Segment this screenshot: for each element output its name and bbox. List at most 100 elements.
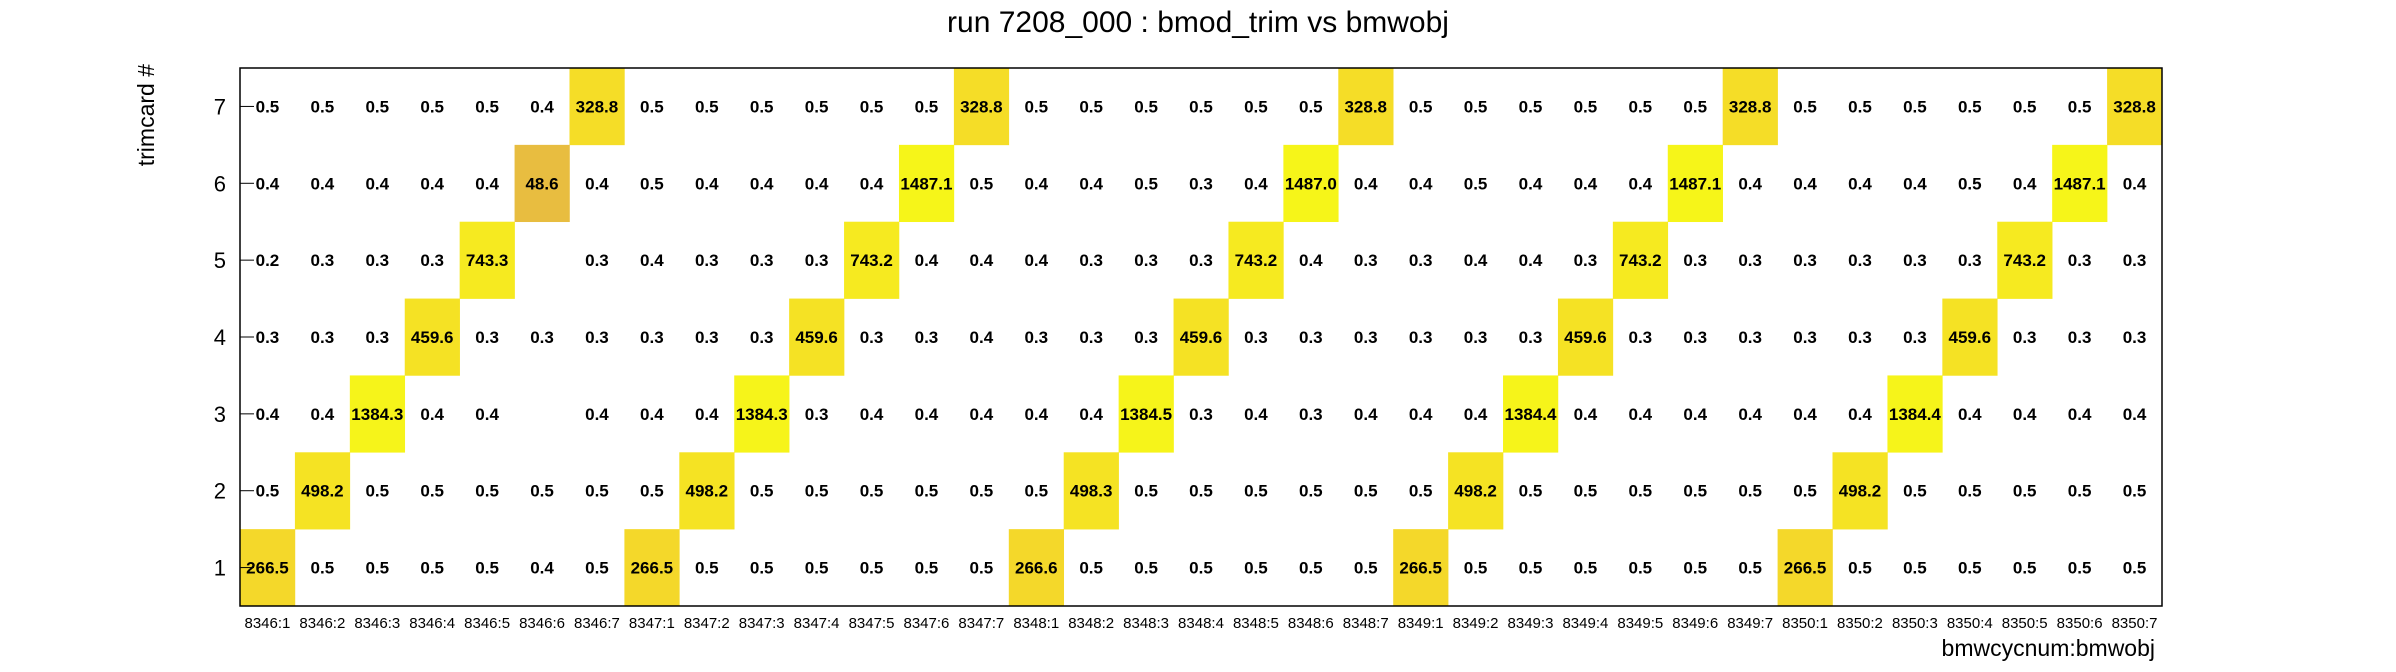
cell-value-label: 0.5 xyxy=(1958,174,1982,193)
cell-value-label: 0.4 xyxy=(1738,405,1762,424)
heatmap-cell xyxy=(2052,144,2108,223)
heatmap-cell xyxy=(404,298,460,376)
cell-labels-layer: 0.5 0.5 0.5 0.5 0.5 0.4 328.8 0.5 0.5 0.5 0.5 0.5 0.… xyxy=(246,97,2156,577)
cell-value-label: 0.5 xyxy=(475,482,499,501)
cell-value-label: 0.3 xyxy=(695,328,719,347)
heatmap-cell xyxy=(1283,144,1339,223)
cell-value-label: 0.4 xyxy=(2013,405,2037,424)
cell-value-label: 0.5 xyxy=(1519,559,1543,578)
heatmap-cell xyxy=(459,221,515,299)
cell-value-label: 743.2 xyxy=(1235,251,1278,270)
cell-value-label: 0.3 xyxy=(530,328,554,347)
cell-value-label: 0.4 xyxy=(915,251,939,270)
cell-value-label: 0.4 xyxy=(1024,251,1048,270)
heatmap-cell xyxy=(953,68,1010,146)
cell-value-label: 0.4 xyxy=(1244,174,1268,193)
heatmap-cell xyxy=(898,144,955,223)
x-tick-label: 8346:3 xyxy=(354,615,400,632)
cell-value-label: 0.4 xyxy=(1024,174,1048,193)
cell-value-label: 0.5 xyxy=(1354,482,1378,501)
cell-value-label: 459.6 xyxy=(795,328,838,347)
cell-value-label: 0.4 xyxy=(1079,174,1103,193)
cell-value-label: 0.5 xyxy=(1519,97,1543,116)
x-tick-label: 8346:2 xyxy=(299,615,345,632)
cell-value-label: 0.3 xyxy=(1464,328,1488,347)
x-tick-label: 8348:3 xyxy=(1123,615,1169,632)
cell-value-label: 0.5 xyxy=(1134,482,1158,501)
cell-value-label: 0.5 xyxy=(1683,97,1707,116)
cell-value-label: 0.5 xyxy=(1024,482,1048,501)
cell-value-label: 0.3 xyxy=(311,328,335,347)
cell-value-label: 498.2 xyxy=(1839,482,1882,501)
cell-value-label: 0.4 xyxy=(530,559,554,578)
cell-value-label: 328.8 xyxy=(1729,97,1772,116)
cell-value-label: 0.3 xyxy=(256,328,280,347)
cell-value-label: 1487.1 xyxy=(900,174,952,193)
cell-value-label: 0.3 xyxy=(1628,328,1652,347)
cell-value-label: 0.3 xyxy=(1299,328,1323,347)
cell-value-label: 0.4 xyxy=(970,328,994,347)
cell-value-label: 0.3 xyxy=(1793,251,1817,270)
x-tick-label: 8350:7 xyxy=(2112,615,2158,632)
cell-value-label: 0.4 xyxy=(1079,405,1103,424)
cell-value-label: 0.5 xyxy=(2013,482,2037,501)
cell-value-label: 459.6 xyxy=(411,328,454,347)
cell-value-label: 0.3 xyxy=(1354,251,1378,270)
cell-value-label: 0.5 xyxy=(475,97,499,116)
heatmap-cell xyxy=(1008,529,1065,607)
cell-value-label: 0.5 xyxy=(1189,482,1213,501)
cell-value-label: 0.5 xyxy=(311,559,335,578)
heatmap-cell xyxy=(1393,529,1449,607)
heatmap-cell xyxy=(1173,298,1229,376)
cell-value-label: 0.4 xyxy=(1464,405,1488,424)
cell-value-label: 0.5 xyxy=(860,97,884,116)
cell-value-label: 0.3 xyxy=(365,328,389,347)
cell-value-label: 0.4 xyxy=(256,405,280,424)
x-tick-label: 8346:4 xyxy=(409,615,455,632)
cell-value-label: 0.5 xyxy=(750,482,774,501)
cell-value-label: 1384.4 xyxy=(1889,405,1942,424)
cell-value-label: 0.4 xyxy=(1903,174,1927,193)
cell-value-label: 0.3 xyxy=(2123,328,2147,347)
heatmap-cell xyxy=(679,452,735,530)
cell-value-label: 0.3 xyxy=(1189,251,1213,270)
cell-value-label: 0.4 xyxy=(1958,405,1982,424)
heatmap-cell xyxy=(1503,375,1559,453)
cell-value-label: 0.4 xyxy=(2013,174,2037,193)
cell-value-label: 0.3 xyxy=(1683,251,1707,270)
cell-value-label: 1487.1 xyxy=(1669,174,1721,193)
cell-value-label: 0.4 xyxy=(1354,405,1378,424)
cell-value-label: 48.6 xyxy=(525,174,558,193)
heatmap-cell xyxy=(844,221,900,299)
cell-value-label: 0.3 xyxy=(750,328,774,347)
cell-value-label: 0.4 xyxy=(1848,174,1872,193)
cell-value-label: 0.5 xyxy=(1628,482,1652,501)
cell-value-label: 0.5 xyxy=(1189,97,1213,116)
cell-value-label: 0.4 xyxy=(311,174,335,193)
cell-value-label: 0.5 xyxy=(311,97,335,116)
cell-value-label: 0.5 xyxy=(1793,482,1817,501)
cell-value-label: 0.3 xyxy=(420,251,444,270)
heatmap-cell xyxy=(1612,221,1669,299)
heatmap-cell xyxy=(1228,221,1284,299)
cell-value-label: 0.5 xyxy=(2123,482,2147,501)
x-tick-label: 8346:1 xyxy=(245,615,291,632)
x-tick-label: 8348:6 xyxy=(1288,615,1334,632)
cell-value-label: 0.3 xyxy=(750,251,774,270)
cell-value-label: 0.4 xyxy=(1738,174,1762,193)
cell-value-label: 0.4 xyxy=(1793,405,1817,424)
cell-value-label: 498.2 xyxy=(685,482,728,501)
cell-value-label: 0.4 xyxy=(805,174,829,193)
cell-value-label: 0.5 xyxy=(1958,559,1982,578)
cell-value-label: 459.6 xyxy=(1949,328,1992,347)
cell-value-label: 0.4 xyxy=(1299,251,1323,270)
cell-value-label: 0.4 xyxy=(1628,405,1652,424)
cell-value-label: 0.4 xyxy=(1409,405,1433,424)
x-tick-label: 8350:1 xyxy=(1782,615,1828,632)
cell-value-label: 0.4 xyxy=(915,405,939,424)
x-tick-label: 8347:4 xyxy=(794,615,840,632)
cell-value-label: 0.5 xyxy=(530,482,554,501)
cell-value-label: 0.5 xyxy=(915,482,939,501)
cell-value-label: 0.5 xyxy=(365,482,389,501)
